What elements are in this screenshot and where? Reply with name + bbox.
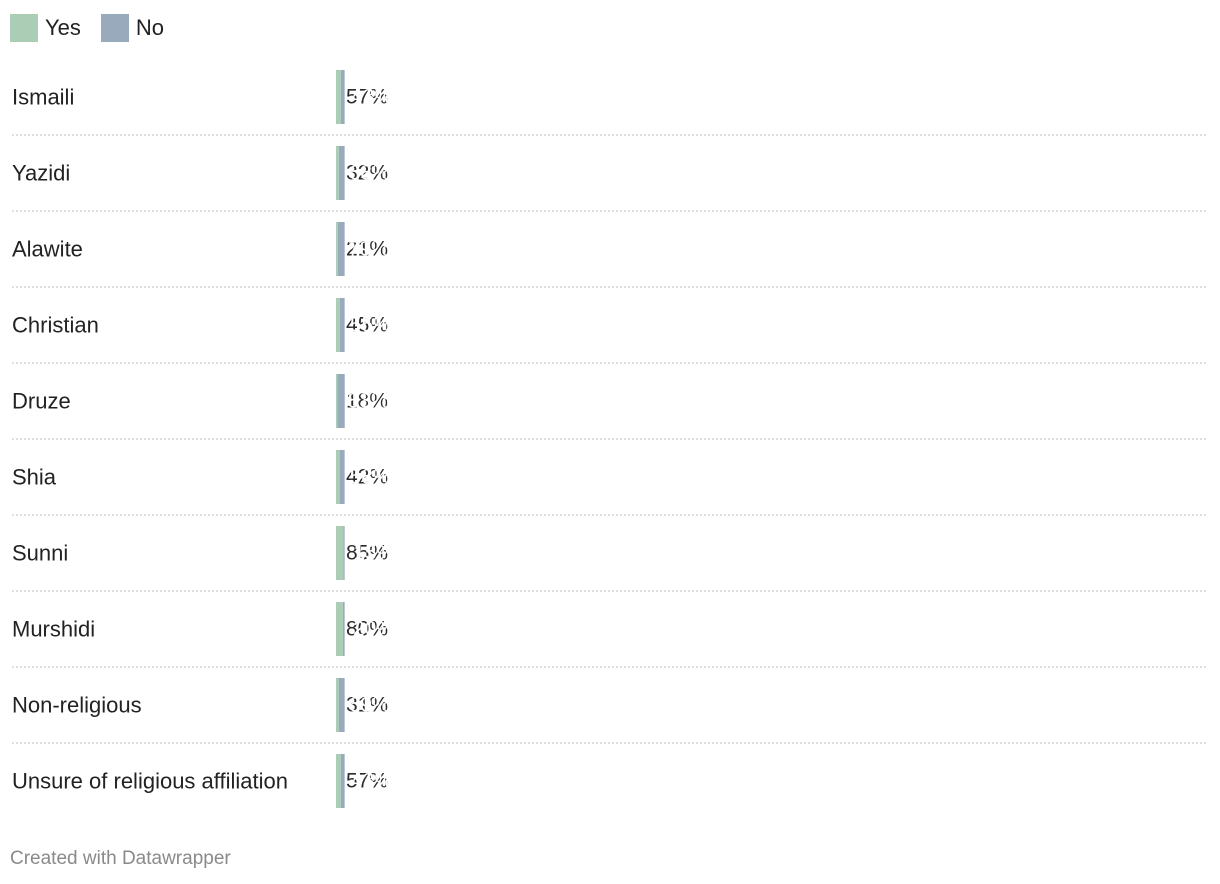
bar-yes-shia (336, 450, 340, 504)
category-label-alawite: Alawite (12, 237, 83, 262)
legend-item-yes: Yes (10, 14, 81, 42)
category-label-christian: Christian (12, 313, 99, 338)
value-label-yes-shia: 42% (346, 466, 388, 489)
bar-no-shia (339, 450, 345, 504)
value-label-no-yazidi: 68% (349, 162, 391, 185)
bar-yes-non-religious (336, 678, 339, 732)
category-label-yazidi: Yazidi (12, 161, 70, 186)
value-label-yes-murshidi: 80% (346, 618, 388, 641)
bar-no-alawite (337, 222, 345, 276)
value-label-no-ismaili: 43% (351, 86, 393, 109)
category-label-druze: Druze (12, 389, 71, 414)
category-label-unsure-of-religious-affiliation: Unsure of religious affiliation (12, 769, 288, 794)
legend-item-no: No (100, 14, 165, 42)
bar-yes-druze (336, 374, 338, 428)
bar-yes-alawite (336, 222, 338, 276)
bar-yes-yazidi (336, 146, 339, 200)
value-label-no-christian: 55% (350, 314, 392, 337)
value-label-no-non-religious: 69% (349, 694, 391, 717)
value-label-yes-ismaili: 57% (346, 86, 388, 109)
bar-yes-sunni (336, 526, 344, 580)
category-label-non-religious: Non-religious (12, 693, 142, 718)
bar-yes-christian (336, 298, 340, 352)
bar-no-non-religious (338, 678, 345, 732)
value-label-yes-non-religious: 31% (346, 694, 388, 717)
datawrapper-credit: Created with Datawrapper (10, 848, 231, 869)
bar-no-christian (339, 298, 345, 352)
value-label-yes-yazidi: 32% (346, 162, 388, 185)
category-label-shia: Shia (12, 465, 57, 490)
value-label-yes-alawite: 21% (346, 238, 388, 261)
bar-no-unsure-of-religious-affiliation (340, 754, 345, 808)
category-label-ismaili: Ismaili (12, 85, 74, 110)
value-label-yes-christian: 45% (346, 314, 388, 337)
bar-yes-murshidi (336, 602, 343, 656)
value-label-no-murshidi: 20% (353, 618, 395, 641)
legend-swatch-yes (10, 14, 38, 42)
bar-no-ismaili (340, 70, 345, 124)
value-label-no-shia: 58% (350, 466, 392, 489)
value-label-yes-unsure-of-religious-affiliation: 57% (346, 770, 388, 793)
bar-no-druze (337, 374, 345, 428)
value-label-yes-sunni: 85% (346, 542, 388, 565)
value-label-no-druze: 83% (348, 390, 390, 413)
bar-no-yazidi (338, 146, 345, 200)
value-label-no-sunni: 15% (353, 542, 395, 565)
chart-legend: Yes No (10, 14, 164, 42)
legend-swatch-no (100, 14, 129, 42)
bar-no-sunni (343, 526, 345, 580)
category-label-sunni: Sunni (12, 541, 68, 566)
category-label-murshidi: Murshidi (12, 617, 95, 642)
value-label-yes-druze: 18% (346, 390, 388, 413)
bar-yes-unsure-of-religious-affiliation (336, 754, 341, 808)
bar-yes-ismaili (336, 70, 341, 124)
value-label-no-alawite: 79% (348, 238, 390, 261)
legend-label-yes: Yes (45, 15, 81, 40)
bar-no-murshidi (342, 602, 345, 656)
legend-label-no: No (135, 15, 165, 40)
value-label-no-unsure-of-religious-affiliation: 43% (351, 770, 393, 793)
